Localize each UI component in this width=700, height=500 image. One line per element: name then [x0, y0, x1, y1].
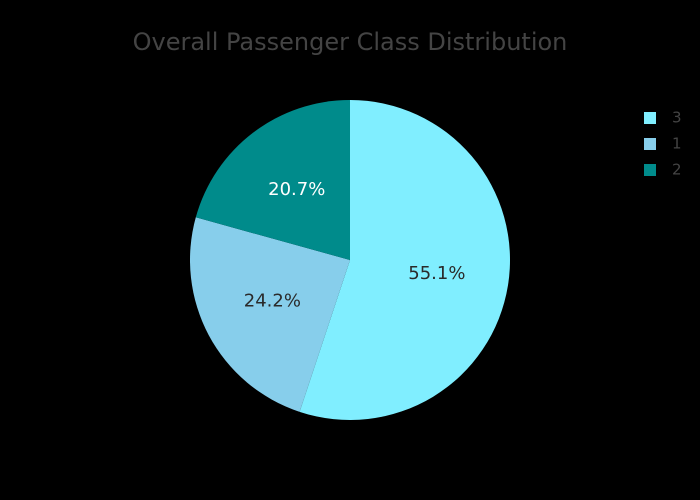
pie-slice-class-2[interactable]: [195, 100, 350, 260]
legend-label-class-3: 3: [672, 109, 682, 127]
legend-item-class-3[interactable]: 3: [644, 109, 682, 127]
legend-item-class-1[interactable]: 1: [644, 135, 682, 153]
slice-label-class-1: 24.2%: [244, 290, 301, 311]
legend-swatch-class-3: [644, 112, 656, 124]
legend-swatch-class-1: [644, 138, 656, 150]
pie-slice-labels: 55.1% 24.2% 20.7%: [244, 179, 466, 311]
legend-label-class-2: 2: [672, 161, 682, 179]
legend-label-class-1: 1: [672, 135, 682, 153]
slice-label-class-2: 20.7%: [268, 179, 325, 200]
chart-title: Overall Passenger Class Distribution: [133, 28, 568, 56]
legend-swatch-class-2: [644, 164, 656, 176]
pie-slices: [189, 100, 510, 421]
pie-slice-class-3[interactable]: [299, 100, 510, 421]
legend[interactable]: 3 1 2: [644, 109, 682, 179]
slice-label-class-3: 55.1%: [408, 263, 465, 284]
pie-slice-class-1[interactable]: [189, 217, 350, 412]
legend-item-class-2[interactable]: 2: [644, 161, 682, 179]
